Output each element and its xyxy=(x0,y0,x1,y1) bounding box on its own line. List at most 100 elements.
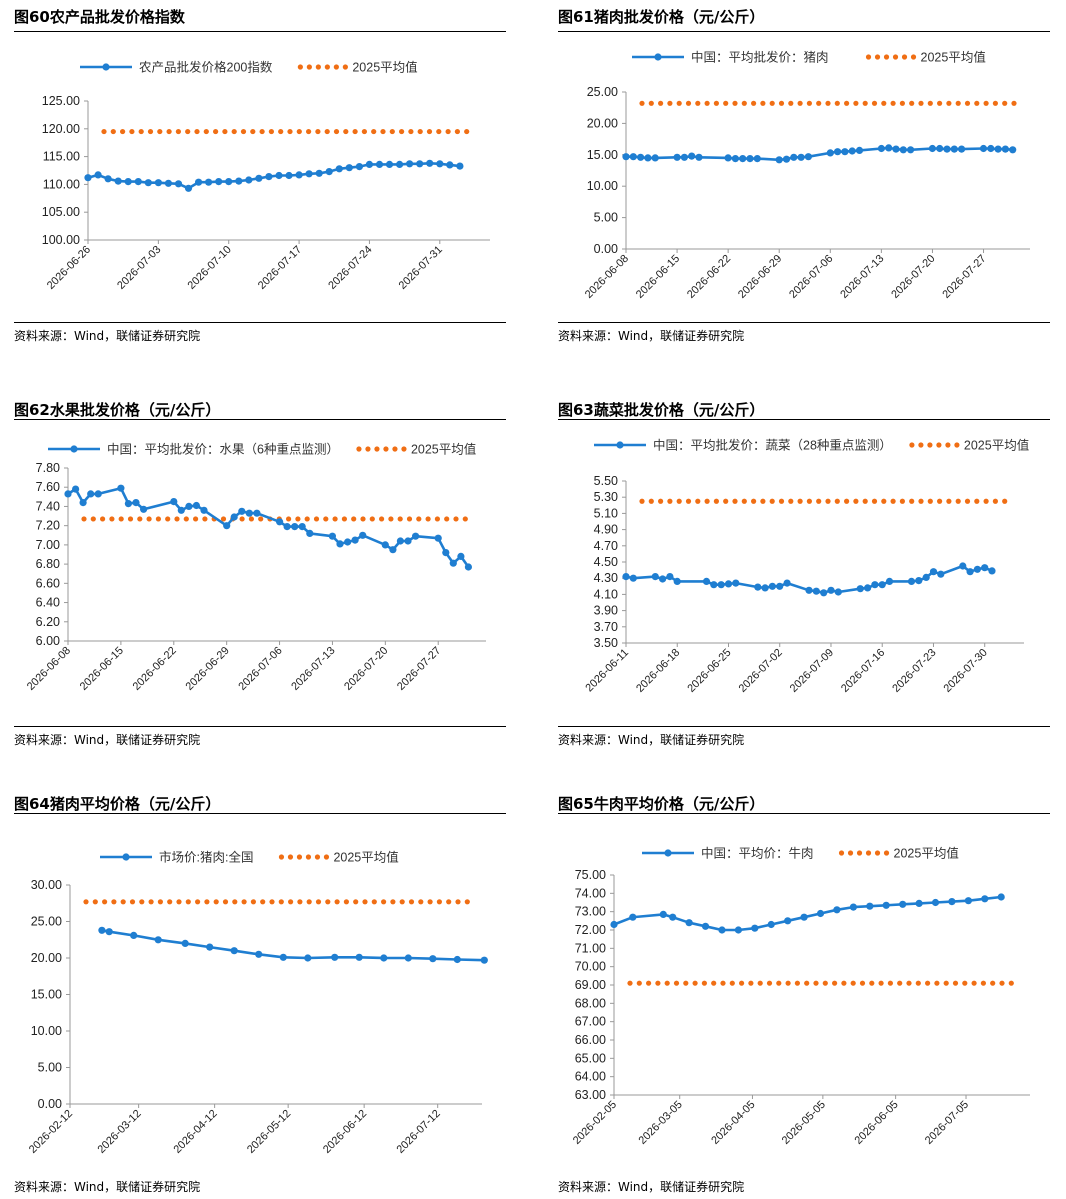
average-dot xyxy=(844,498,850,504)
data-point xyxy=(776,582,784,590)
average-dot xyxy=(655,980,661,986)
x-tick-label: 2026-03-05 xyxy=(637,1099,685,1147)
data-point xyxy=(804,153,812,161)
average-dot xyxy=(869,980,875,986)
data-point xyxy=(283,523,291,531)
legend-label: 2025平均值 xyxy=(921,50,986,65)
data-point xyxy=(929,568,938,576)
average-dot xyxy=(129,899,136,905)
average-dot xyxy=(343,899,349,905)
average-dot xyxy=(343,128,349,135)
average-dot xyxy=(992,498,998,504)
average-dot xyxy=(909,498,915,504)
data-point xyxy=(104,175,112,183)
figure-title: 水果批发价格（元/公斤） xyxy=(49,401,221,419)
average-dot xyxy=(974,100,980,106)
average-dot xyxy=(250,128,256,135)
x-tick-label: 2026-06-18 xyxy=(634,647,682,695)
data-point xyxy=(223,522,231,530)
average-dot xyxy=(306,128,312,135)
average-dot xyxy=(695,498,701,504)
legend-label: 2025平均值 xyxy=(964,438,1029,453)
data-point xyxy=(866,902,874,910)
y-tick-label: 3.50 xyxy=(594,636,618,650)
average-dot xyxy=(732,100,738,106)
average-dot xyxy=(685,100,692,106)
data-point xyxy=(315,169,323,177)
legend: 市场价:猪肉:全国 2025平均值 xyxy=(100,850,399,865)
average-dot xyxy=(704,498,710,504)
x-tick-label: 2026-07-09 xyxy=(788,647,836,695)
data-point xyxy=(812,587,820,595)
y-tick-label: 110.00 xyxy=(43,177,80,191)
average-dot xyxy=(306,899,312,905)
average-dot xyxy=(286,516,292,522)
figure-label: 图63 xyxy=(558,401,594,419)
data-point xyxy=(359,531,367,539)
average-dot xyxy=(278,128,284,135)
data-point xyxy=(215,178,223,186)
data-point xyxy=(306,529,314,537)
average-dot xyxy=(174,516,180,522)
data-point xyxy=(295,171,303,179)
data-point xyxy=(629,913,637,921)
x-tick-label: 2026-05-12 xyxy=(245,1108,293,1156)
data-point xyxy=(331,953,339,961)
data-point xyxy=(988,567,996,575)
data-point xyxy=(899,900,907,908)
title-divider xyxy=(558,419,1050,420)
data-point xyxy=(416,160,424,168)
average-dot xyxy=(822,980,828,986)
data-point xyxy=(724,580,733,588)
x-tick-label: 2026-06-22 xyxy=(131,645,179,693)
legend-label: 2025平均值 xyxy=(411,442,476,457)
average-dot xyxy=(361,128,367,135)
average-dot xyxy=(240,128,247,135)
data-point xyxy=(637,153,645,161)
figure-label: 图65 xyxy=(558,795,594,813)
average-dot xyxy=(444,516,450,522)
legend-dot xyxy=(324,64,330,70)
average-dot xyxy=(816,100,822,106)
data-point xyxy=(351,536,359,544)
average-dot xyxy=(673,980,680,986)
data-point xyxy=(673,577,681,585)
average-dot xyxy=(667,498,673,504)
average-dot xyxy=(195,899,201,905)
data-point xyxy=(732,579,740,587)
average-dot xyxy=(176,899,182,905)
y-tick-label: 0.00 xyxy=(594,242,618,256)
data-point xyxy=(731,155,739,163)
data-point xyxy=(335,165,343,173)
data-point xyxy=(746,155,754,163)
data-point xyxy=(629,574,637,582)
source-divider xyxy=(14,726,506,727)
data-point xyxy=(775,156,783,164)
data-point xyxy=(436,160,444,168)
data-point xyxy=(64,490,72,498)
data-point xyxy=(987,144,995,153)
y-tick-label: 6.20 xyxy=(36,615,60,629)
y-tick-label: 4.70 xyxy=(594,539,618,553)
data-point xyxy=(255,950,263,958)
average-dot xyxy=(425,516,431,522)
data-point xyxy=(790,153,798,161)
y-tick-label: 5.30 xyxy=(594,490,618,504)
average-dot xyxy=(288,899,294,905)
average-dot xyxy=(778,100,785,106)
average-dot xyxy=(1002,498,1008,504)
average-dot xyxy=(165,516,171,522)
average-dot xyxy=(937,100,943,106)
average-dot xyxy=(416,516,422,522)
average-dot xyxy=(379,516,385,522)
average-dot xyxy=(769,100,775,106)
legend-label: 中国：平均批发价：水果（6种重点监测） xyxy=(107,442,339,457)
average-dot xyxy=(295,516,301,522)
y-tick-label: 7.80 xyxy=(36,461,60,475)
data-point xyxy=(446,161,454,169)
legend-marker xyxy=(70,445,78,453)
legend-dot xyxy=(910,54,917,60)
data-point xyxy=(622,573,630,581)
average-dot xyxy=(825,100,831,106)
average-dot xyxy=(239,516,245,522)
